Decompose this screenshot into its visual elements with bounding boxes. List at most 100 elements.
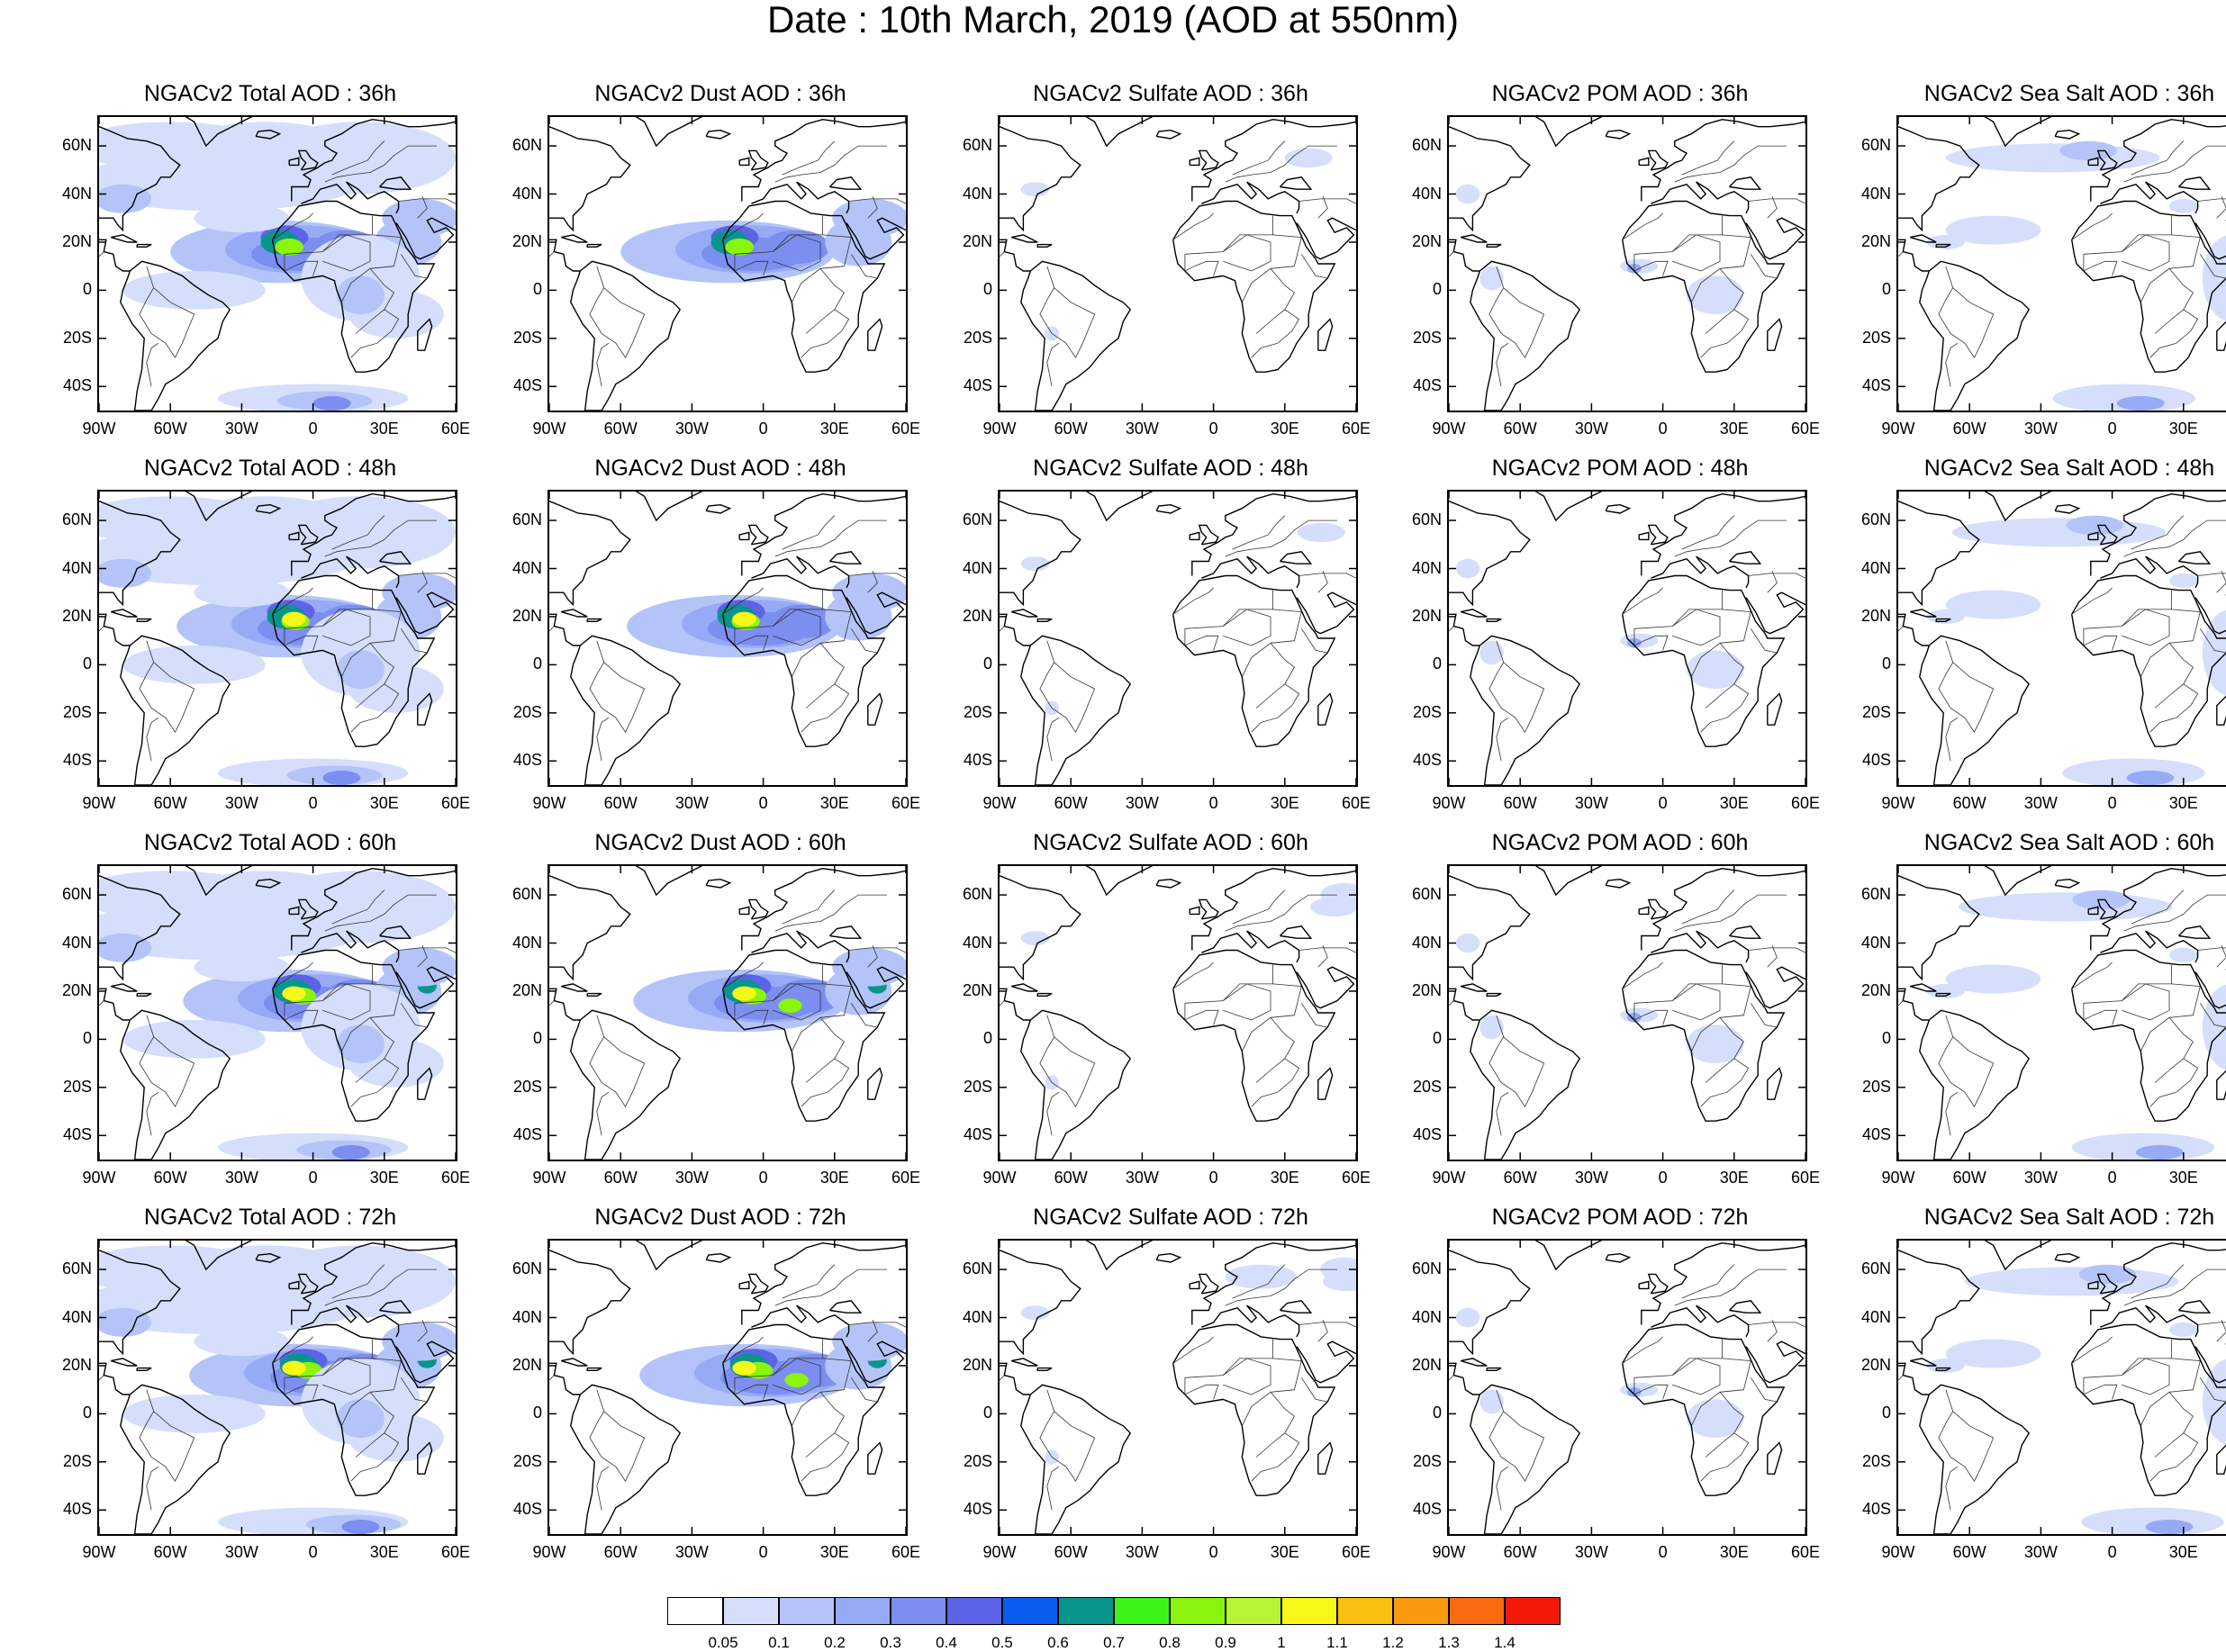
country-border <box>850 1377 878 1403</box>
coastline <box>561 234 588 243</box>
coastline <box>1638 531 1650 541</box>
aod-contour-area <box>778 998 802 1013</box>
coastline <box>255 1252 282 1263</box>
lat-label: 20N <box>1411 980 1442 999</box>
country-border <box>1681 515 1735 550</box>
coastline <box>738 1280 750 1290</box>
coastline <box>1198 524 1219 546</box>
lat-label: 40S <box>512 1500 542 1519</box>
lat-label: 40S <box>963 376 992 395</box>
panel-title: NGACv2 Sulfate AOD : 72h <box>1033 1205 1308 1230</box>
lat-label: 40N <box>61 933 92 952</box>
country-border <box>1184 1003 1219 1025</box>
coastline <box>1898 1250 1980 1356</box>
coastline <box>111 1358 138 1367</box>
coastline <box>1296 1341 1356 1384</box>
lon-label: 30E <box>819 1543 849 1561</box>
coastline <box>1155 878 1182 889</box>
lon-label: 90W <box>1432 420 1466 438</box>
country-border <box>734 628 769 651</box>
country-border <box>1748 947 1805 953</box>
coastline <box>586 243 602 248</box>
country-border <box>791 1358 852 1426</box>
country-border <box>1298 947 1356 953</box>
coastline <box>2054 1252 2081 1263</box>
lat-label: 0 <box>1432 654 1442 673</box>
country-border <box>417 945 428 968</box>
coastline <box>301 181 400 214</box>
coastline <box>1767 318 1783 351</box>
country-border <box>1938 266 1995 359</box>
lon-label: 0 <box>308 794 318 812</box>
coastline <box>99 875 181 981</box>
aod-contour-area <box>1020 556 1050 572</box>
coastline <box>417 318 433 351</box>
country-border <box>774 519 887 557</box>
lon-label: 60W <box>1503 1543 1537 1561</box>
coastline <box>2100 1304 2199 1338</box>
coastline <box>2071 574 2226 747</box>
coastline <box>1984 1241 2052 1271</box>
country-border <box>2071 1336 2113 1364</box>
coastline <box>1189 531 1200 541</box>
coastline <box>1745 966 1805 1009</box>
country-border <box>2121 964 2173 1001</box>
country-border <box>596 717 610 762</box>
panel-title: NGACv2 POM AOD : 36h <box>1491 81 1749 106</box>
lon-label: 0 <box>308 1543 318 1561</box>
coastline <box>747 898 769 920</box>
aod-contour-area <box>194 952 290 982</box>
coastline <box>417 1067 433 1100</box>
lon-label: 0 <box>308 1169 318 1187</box>
country-border <box>2083 1358 2170 1395</box>
coastline <box>379 176 412 190</box>
country-border <box>1633 254 1669 276</box>
country-border <box>1938 640 1995 734</box>
country-border <box>398 573 456 579</box>
country-border <box>2123 519 2226 557</box>
aod-contour-area <box>2136 1145 2184 1160</box>
coastline <box>1898 613 1930 646</box>
lon-label: 30E <box>369 1169 399 1187</box>
country-border <box>1046 1091 1060 1136</box>
map-panel: NGACv2 Dust AOD : 48h 60N 40N 20N 0 20S 40S 90W… <box>495 456 920 816</box>
lat-label: 60N <box>1411 1259 1442 1278</box>
country-border <box>324 894 437 932</box>
country-border <box>1255 643 1295 709</box>
lat-label: 40N <box>1411 933 1442 952</box>
country-border <box>596 342 610 387</box>
lat-label: 60N <box>962 885 992 904</box>
aod-contour-area <box>2169 198 2198 213</box>
coastline <box>1449 988 1480 1021</box>
lat-label: 40S <box>62 751 92 770</box>
lon-label: 90W <box>82 1169 116 1187</box>
country-border <box>1705 268 1744 334</box>
country-border <box>2149 683 2199 733</box>
country-border <box>1489 1389 1545 1483</box>
aod-contour-area <box>194 578 290 608</box>
country-border <box>2149 1058 2199 1107</box>
aod-contour-area <box>1020 182 1050 197</box>
coastline <box>1638 906 1650 916</box>
coastline <box>2087 531 2099 541</box>
lon-label: 30W <box>1125 420 1159 438</box>
aod-map <box>99 492 456 785</box>
country-border <box>2083 254 2118 276</box>
lon-label: 30W <box>674 794 709 812</box>
lon-label: 30E <box>1270 1169 1299 1187</box>
aod-map <box>1449 1241 1805 1534</box>
country-border <box>1232 1264 1286 1299</box>
country-border <box>2121 215 2173 252</box>
lon-label: 30W <box>1125 1169 1159 1187</box>
coastline <box>846 591 906 635</box>
coastline <box>1898 501 1980 607</box>
coastline <box>738 531 750 541</box>
country-border <box>1222 215 1274 252</box>
aod-map <box>99 866 456 1160</box>
coastline <box>255 503 282 514</box>
country-border <box>1232 515 1286 550</box>
country-border <box>284 1358 371 1395</box>
map-plot-area <box>998 115 1358 412</box>
lon-label: 60E <box>1790 794 1821 812</box>
coastline <box>1449 875 1531 981</box>
